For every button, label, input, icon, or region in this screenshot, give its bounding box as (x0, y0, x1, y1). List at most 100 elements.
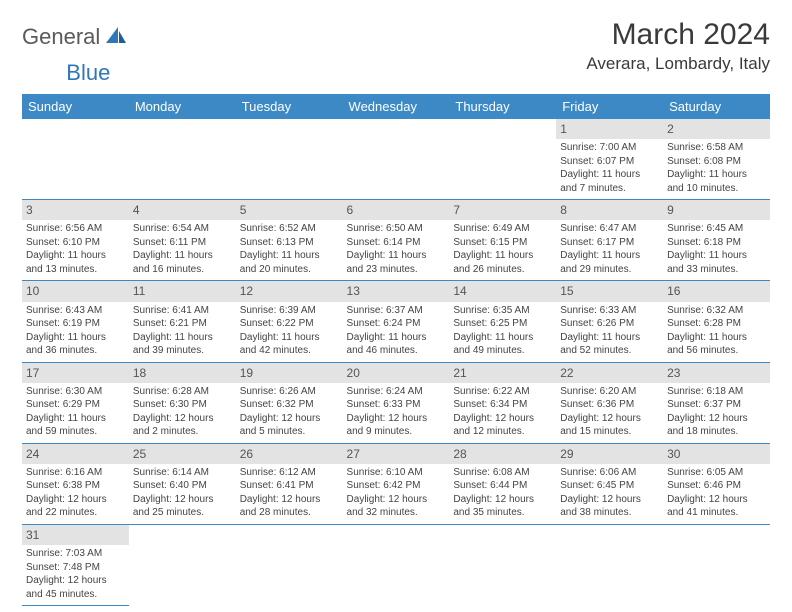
day-number: 28 (449, 444, 556, 464)
daylight-line-2: and 7 minutes. (560, 182, 659, 196)
day-details: Sunrise: 6:37 AMSunset: 6:24 PMDaylight:… (343, 302, 450, 362)
calendar-cell: 11Sunrise: 6:41 AMSunset: 6:21 PMDayligh… (129, 281, 236, 362)
sunset-line: Sunset: 6:44 PM (453, 479, 552, 493)
day-number: 23 (663, 363, 770, 383)
sunset-line: Sunset: 6:46 PM (667, 479, 766, 493)
sunset-line: Sunset: 6:26 PM (560, 317, 659, 331)
calendar-body: 1Sunrise: 7:00 AMSunset: 6:07 PMDaylight… (22, 119, 770, 606)
day-details: Sunrise: 6:12 AMSunset: 6:41 PMDaylight:… (236, 464, 343, 524)
daylight-line-1: Daylight: 12 hours (560, 493, 659, 507)
calendar-cell: 27Sunrise: 6:10 AMSunset: 6:42 PMDayligh… (343, 443, 450, 524)
day-number: 5 (236, 200, 343, 220)
day-number: 14 (449, 281, 556, 301)
day-details: Sunrise: 7:03 AMSunset: 7:48 PMDaylight:… (22, 545, 129, 605)
daylight-line-2: and 49 minutes. (453, 344, 552, 358)
sunrise-line: Sunrise: 6:39 AM (240, 304, 339, 318)
title-block: March 2024 Averara, Lombardy, Italy (586, 18, 770, 74)
daylight-line-1: Daylight: 11 hours (667, 331, 766, 345)
day-details: Sunrise: 6:56 AMSunset: 6:10 PMDaylight:… (22, 220, 129, 280)
daylight-line-1: Daylight: 11 hours (347, 249, 446, 263)
daylight-line-2: and 29 minutes. (560, 263, 659, 277)
weekday-header-row: SundayMondayTuesdayWednesdayThursdayFrid… (22, 94, 770, 119)
sunrise-line: Sunrise: 6:45 AM (667, 222, 766, 236)
day-details: Sunrise: 6:18 AMSunset: 6:37 PMDaylight:… (663, 383, 770, 443)
day-details: Sunrise: 6:58 AMSunset: 6:08 PMDaylight:… (663, 139, 770, 199)
sunset-line: Sunset: 6:32 PM (240, 398, 339, 412)
calendar-cell: 15Sunrise: 6:33 AMSunset: 6:26 PMDayligh… (556, 281, 663, 362)
calendar-cell: 9Sunrise: 6:45 AMSunset: 6:18 PMDaylight… (663, 200, 770, 281)
calendar-cell (22, 119, 129, 200)
day-number: 18 (129, 363, 236, 383)
day-number: 8 (556, 200, 663, 220)
calendar-cell: 21Sunrise: 6:22 AMSunset: 6:34 PMDayligh… (449, 362, 556, 443)
weekday-header: Thursday (449, 94, 556, 119)
day-details: Sunrise: 6:41 AMSunset: 6:21 PMDaylight:… (129, 302, 236, 362)
day-number: 13 (343, 281, 450, 301)
daylight-line-2: and 26 minutes. (453, 263, 552, 277)
sunset-line: Sunset: 6:36 PM (560, 398, 659, 412)
calendar-cell: 31Sunrise: 7:03 AMSunset: 7:48 PMDayligh… (22, 524, 129, 605)
sunrise-line: Sunrise: 6:41 AM (133, 304, 232, 318)
logo-text-general: General (22, 24, 100, 50)
daylight-line-2: and 56 minutes. (667, 344, 766, 358)
daylight-line-1: Daylight: 11 hours (133, 249, 232, 263)
sunrise-line: Sunrise: 6:54 AM (133, 222, 232, 236)
day-number: 12 (236, 281, 343, 301)
daylight-line-1: Daylight: 12 hours (347, 493, 446, 507)
calendar-cell: 10Sunrise: 6:43 AMSunset: 6:19 PMDayligh… (22, 281, 129, 362)
location: Averara, Lombardy, Italy (586, 54, 770, 74)
day-details: Sunrise: 6:33 AMSunset: 6:26 PMDaylight:… (556, 302, 663, 362)
calendar-cell: 25Sunrise: 6:14 AMSunset: 6:40 PMDayligh… (129, 443, 236, 524)
daylight-line-1: Daylight: 11 hours (26, 331, 125, 345)
daylight-line-2: and 15 minutes. (560, 425, 659, 439)
day-number: 4 (129, 200, 236, 220)
sunset-line: Sunset: 6:10 PM (26, 236, 125, 250)
daylight-line-1: Daylight: 11 hours (560, 331, 659, 345)
sunrise-line: Sunrise: 6:22 AM (453, 385, 552, 399)
calendar-cell: 14Sunrise: 6:35 AMSunset: 6:25 PMDayligh… (449, 281, 556, 362)
calendar-cell (129, 524, 236, 605)
calendar-cell: 23Sunrise: 6:18 AMSunset: 6:37 PMDayligh… (663, 362, 770, 443)
calendar-cell: 16Sunrise: 6:32 AMSunset: 6:28 PMDayligh… (663, 281, 770, 362)
day-details: Sunrise: 6:20 AMSunset: 6:36 PMDaylight:… (556, 383, 663, 443)
sunrise-line: Sunrise: 6:14 AM (133, 466, 232, 480)
sunset-line: Sunset: 6:45 PM (560, 479, 659, 493)
month-title: March 2024 (586, 18, 770, 52)
sunrise-line: Sunrise: 6:47 AM (560, 222, 659, 236)
day-details: Sunrise: 6:39 AMSunset: 6:22 PMDaylight:… (236, 302, 343, 362)
sunset-line: Sunset: 6:33 PM (347, 398, 446, 412)
sunrise-line: Sunrise: 6:43 AM (26, 304, 125, 318)
day-number: 29 (556, 444, 663, 464)
sunrise-line: Sunrise: 6:30 AM (26, 385, 125, 399)
sunrise-line: Sunrise: 6:26 AM (240, 385, 339, 399)
day-details: Sunrise: 6:32 AMSunset: 6:28 PMDaylight:… (663, 302, 770, 362)
daylight-line-2: and 9 minutes. (347, 425, 446, 439)
sunrise-line: Sunrise: 6:33 AM (560, 304, 659, 318)
sunrise-line: Sunrise: 6:12 AM (240, 466, 339, 480)
day-number: 2 (663, 119, 770, 139)
daylight-line-1: Daylight: 12 hours (26, 493, 125, 507)
daylight-line-2: and 33 minutes. (667, 263, 766, 277)
calendar-cell (556, 524, 663, 605)
sunrise-line: Sunrise: 6:58 AM (667, 141, 766, 155)
daylight-line-2: and 38 minutes. (560, 506, 659, 520)
sunset-line: Sunset: 6:37 PM (667, 398, 766, 412)
day-number: 15 (556, 281, 663, 301)
day-details: Sunrise: 6:43 AMSunset: 6:19 PMDaylight:… (22, 302, 129, 362)
sunset-line: Sunset: 6:40 PM (133, 479, 232, 493)
calendar-cell: 17Sunrise: 6:30 AMSunset: 6:29 PMDayligh… (22, 362, 129, 443)
daylight-line-2: and 39 minutes. (133, 344, 232, 358)
daylight-line-2: and 10 minutes. (667, 182, 766, 196)
daylight-line-1: Daylight: 12 hours (667, 412, 766, 426)
day-number: 31 (22, 525, 129, 545)
day-number: 16 (663, 281, 770, 301)
day-number: 9 (663, 200, 770, 220)
weekday-header: Monday (129, 94, 236, 119)
calendar-cell: 24Sunrise: 6:16 AMSunset: 6:38 PMDayligh… (22, 443, 129, 524)
calendar-cell: 20Sunrise: 6:24 AMSunset: 6:33 PMDayligh… (343, 362, 450, 443)
daylight-line-2: and 46 minutes. (347, 344, 446, 358)
daylight-line-2: and 23 minutes. (347, 263, 446, 277)
daylight-line-1: Daylight: 12 hours (240, 412, 339, 426)
sunrise-line: Sunrise: 6:37 AM (347, 304, 446, 318)
sunset-line: Sunset: 6:17 PM (560, 236, 659, 250)
